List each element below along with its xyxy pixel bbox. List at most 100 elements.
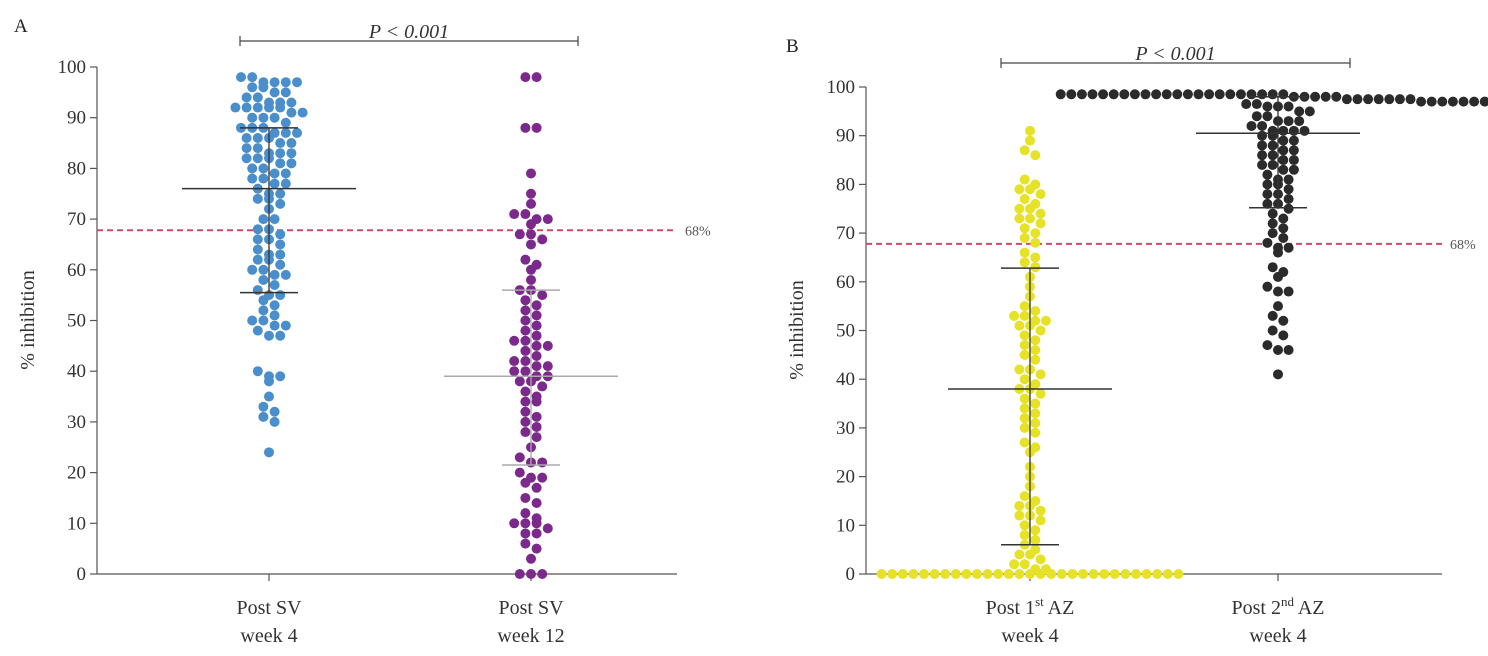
data-point — [1120, 569, 1131, 579]
data-point — [1055, 89, 1066, 100]
y-tick-label: 40 — [836, 369, 855, 390]
data-point — [1267, 140, 1278, 151]
data-point — [1294, 106, 1305, 117]
data-point — [1019, 530, 1030, 541]
data-point — [258, 264, 269, 275]
data-point — [275, 138, 286, 149]
data-point — [1405, 94, 1416, 105]
data-point — [542, 361, 553, 372]
panel-b-error-bars — [948, 95, 1360, 546]
data-point — [1030, 408, 1041, 419]
data-point — [1278, 89, 1289, 100]
panel-b-y-ticks: 0 10 20 30 40 50 60 70 80 90 100 — [827, 77, 1279, 585]
data-point — [230, 102, 241, 113]
data-point — [269, 77, 280, 88]
data-point — [241, 143, 252, 154]
data-point — [275, 249, 286, 260]
data-point — [1030, 237, 1041, 248]
data-point — [286, 148, 297, 159]
data-point — [1030, 150, 1041, 161]
data-point — [531, 340, 542, 351]
data-point — [1288, 145, 1299, 156]
data-point — [1416, 96, 1427, 107]
data-point — [247, 112, 258, 123]
panel-a-letter: A — [14, 16, 28, 37]
data-point — [264, 330, 274, 341]
data-point — [1320, 91, 1331, 102]
data-point — [1341, 94, 1352, 105]
data-point — [280, 127, 291, 138]
data-point — [269, 168, 280, 179]
data-point — [520, 325, 531, 336]
data-point — [1257, 150, 1268, 161]
data-point — [1257, 140, 1268, 151]
data-point — [1019, 393, 1030, 404]
y-tick-label: 50 — [67, 311, 86, 332]
data-point — [280, 178, 291, 189]
data-point — [247, 315, 258, 326]
data-point — [1162, 569, 1173, 579]
data-point — [1030, 335, 1041, 346]
data-point — [258, 295, 269, 306]
data-point — [1469, 96, 1480, 107]
data-point — [1283, 184, 1294, 195]
data-point — [1352, 94, 1363, 105]
data-point — [280, 320, 291, 331]
data-point — [269, 310, 280, 321]
data-point — [520, 254, 531, 265]
data-point — [542, 340, 553, 351]
data-point — [264, 102, 274, 113]
data-point — [1019, 232, 1030, 243]
data-point — [252, 102, 263, 113]
data-point — [1056, 569, 1067, 579]
data-point — [1278, 145, 1289, 156]
data-point — [1447, 96, 1458, 107]
data-point — [297, 107, 308, 118]
y-tick-label: 0 — [77, 564, 87, 585]
data-point — [1014, 510, 1025, 521]
data-point — [1035, 208, 1046, 219]
data-point — [520, 295, 531, 306]
y-tick-label: 90 — [836, 126, 855, 147]
panel-a-cat-1-line2: week 4 — [240, 625, 297, 647]
data-point — [1267, 325, 1278, 336]
data-point — [509, 518, 520, 529]
data-point — [1019, 520, 1030, 531]
data-point — [1479, 96, 1488, 107]
data-point — [252, 244, 263, 255]
data-point — [537, 290, 548, 301]
data-point — [258, 173, 269, 184]
data-point — [1030, 228, 1041, 239]
data-point — [1019, 374, 1030, 385]
data-point — [1014, 213, 1025, 224]
data-point — [1019, 403, 1030, 414]
data-point — [1019, 340, 1030, 351]
panel-b-cat-1-line1: Post 1st AZ — [986, 594, 1075, 619]
data-point — [1009, 559, 1020, 570]
data-point — [526, 219, 536, 230]
data-point — [1019, 145, 1030, 156]
data-point — [1278, 155, 1289, 166]
data-point — [1030, 306, 1041, 317]
data-point — [269, 214, 280, 225]
data-point — [1262, 169, 1273, 180]
data-point — [1140, 89, 1151, 100]
data-point — [1025, 203, 1035, 214]
panel-a-data-points — [230, 72, 553, 579]
data-point — [1035, 554, 1046, 565]
data-point — [531, 528, 542, 539]
data-point — [520, 356, 531, 367]
data-point — [275, 330, 286, 341]
panel-b-significance-bracket — [1000, 58, 1351, 68]
data-point — [509, 366, 520, 377]
data-point — [1019, 310, 1030, 321]
data-point — [269, 269, 280, 280]
data-point — [1225, 89, 1236, 100]
data-point — [537, 381, 548, 392]
data-point — [537, 234, 548, 245]
data-point — [286, 97, 297, 108]
data-point — [972, 569, 982, 579]
data-point — [280, 77, 291, 88]
data-point — [531, 498, 542, 509]
data-point — [1172, 89, 1183, 100]
